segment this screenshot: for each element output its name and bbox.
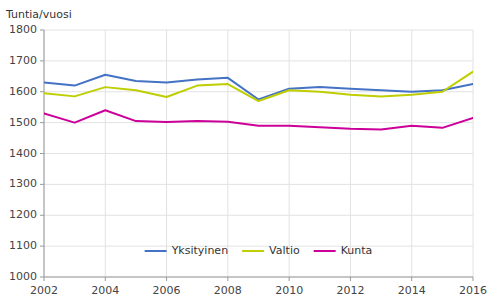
x-tick-label: 2006: [153, 284, 181, 297]
x-tick-label: 2004: [91, 284, 119, 297]
grid: [44, 30, 473, 277]
x-grid-line: [105, 30, 106, 277]
y-axis-label: Tuntia/vuosi: [5, 8, 72, 21]
series-line: [44, 110, 473, 129]
x-tick: [105, 277, 106, 281]
axes: 1000 1100 1200 1300 1400 1500 1600 1700 1800 2002…: [9, 23, 487, 297]
y-grid-line: [44, 153, 473, 154]
y-tick: [40, 91, 44, 92]
x-tick: [166, 277, 167, 281]
legend-label: Kunta: [341, 244, 373, 257]
x-tick: [473, 277, 474, 281]
legend-swatch: [145, 250, 167, 252]
legend-label: Valtio: [269, 244, 300, 257]
x-grid-line: [289, 30, 290, 277]
y-tick-label: 1400: [9, 147, 37, 160]
legend-swatch: [242, 250, 264, 252]
y-grid-line: [44, 277, 473, 278]
legend-swatch: [314, 250, 336, 252]
x-grid-line: [411, 30, 412, 277]
y-tick: [40, 153, 44, 154]
y-tick: [40, 277, 44, 278]
y-tick: [40, 215, 44, 216]
y-tick-label: 1700: [9, 54, 37, 67]
x-grid-line: [227, 30, 228, 277]
x-tick: [289, 277, 290, 281]
y-grid-line: [44, 184, 473, 185]
y-grid-line: [44, 215, 473, 216]
legend-item: Valtio: [242, 244, 300, 257]
x-axis-line: [44, 277, 473, 278]
y-tick-label: 1300: [9, 177, 37, 190]
y-tick: [40, 246, 44, 247]
y-tick: [40, 30, 44, 31]
y-tick: [40, 184, 44, 185]
x-tick: [44, 277, 45, 281]
y-tick-label: 1200: [9, 208, 37, 221]
legend-item: Yksityinen: [145, 244, 228, 257]
legend: Yksityinen Valtio Kunta: [145, 244, 373, 257]
chart: 1000 1100 1200 1300 1400 1500 1600 1700 1800 2002…: [0, 0, 491, 303]
x-tick-label: 2016: [459, 284, 487, 297]
legend-item: Kunta: [314, 244, 373, 257]
legend-label: Yksityinen: [171, 244, 228, 257]
x-grid-line: [166, 30, 167, 277]
x-grid-line: [350, 30, 351, 277]
y-grid-line: [44, 30, 473, 31]
y-tick: [40, 60, 44, 61]
x-tick-label: 2010: [275, 284, 303, 297]
y-tick: [40, 122, 44, 123]
x-tick-label: 2012: [336, 284, 364, 297]
series-line: [44, 72, 473, 101]
x-tick-label: 2014: [398, 284, 426, 297]
y-tick-label: 1000: [9, 270, 37, 283]
x-grid-line: [473, 30, 474, 277]
x-tick-label: 2008: [214, 284, 242, 297]
y-grid-line: [44, 122, 473, 123]
y-grid-line: [44, 60, 473, 61]
y-tick-label: 1500: [9, 116, 37, 129]
y-tick-label: 1800: [9, 23, 37, 36]
lines: [44, 72, 473, 130]
x-tick-label: 2002: [30, 284, 58, 297]
x-tick: [411, 277, 412, 281]
x-tick: [227, 277, 228, 281]
y-tick-label: 1600: [9, 85, 37, 98]
y-grid-line: [44, 246, 473, 247]
y-tick-label: 1100: [9, 239, 37, 252]
x-tick: [350, 277, 351, 281]
